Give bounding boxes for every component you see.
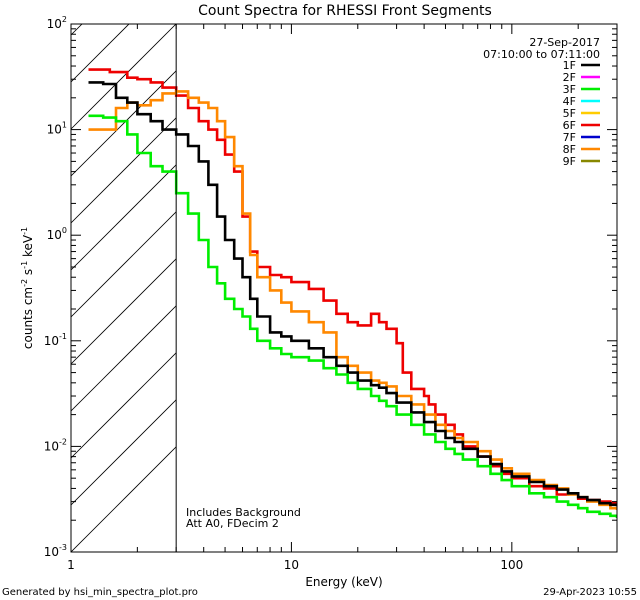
series-8f xyxy=(88,90,617,510)
legend-label: 2F xyxy=(563,71,576,84)
legend-label: 9F xyxy=(563,155,576,168)
series-3f xyxy=(88,114,617,518)
legend-time-range: 07:10:00 to 07:11:00 xyxy=(483,48,600,61)
y-tick-label: 10-2 xyxy=(44,437,67,453)
series-layer xyxy=(88,68,617,518)
legend-label: 4F xyxy=(563,95,576,108)
footer-timestamp: 29-Apr-2023 10:55 xyxy=(543,587,637,598)
hatch-line xyxy=(71,446,177,552)
legend-label: 1F xyxy=(563,59,576,72)
series-1f xyxy=(88,81,617,507)
x-tick-labels: 1 10 100 xyxy=(67,558,523,572)
ylabel-part: counts cm xyxy=(21,287,35,349)
x-axis-label: Energy (keV) xyxy=(305,575,382,589)
legend-label: 7F xyxy=(563,131,576,144)
y-tick-label: 101 xyxy=(47,121,67,137)
legend-label: 5F xyxy=(563,107,576,120)
hatch-line xyxy=(71,211,177,318)
hatch-line xyxy=(71,164,177,271)
y-axis-label: counts cm-2 s-1 keV-1 xyxy=(20,227,35,349)
ylabel-exp: -1 xyxy=(20,261,29,269)
hatch-line xyxy=(71,399,177,506)
ylabel-exp: -2 xyxy=(20,279,29,287)
x-tick-label: 10 xyxy=(284,558,299,572)
axis-ticks xyxy=(70,23,618,553)
hatch-line xyxy=(71,70,177,177)
annotation-attenuator: Att A0, FDecim 2 xyxy=(186,517,279,530)
y-tick-label: 10-1 xyxy=(44,332,67,348)
y-tick-label: 10-3 xyxy=(44,543,67,559)
ylabel-exp: -1 xyxy=(20,227,29,235)
y-tick-label: 102 xyxy=(47,15,67,31)
legend-label: 6F xyxy=(563,119,576,132)
hatch-line xyxy=(71,24,177,130)
annotation-background: Includes Background xyxy=(186,506,301,519)
series-6f xyxy=(88,68,617,505)
hatched-region xyxy=(71,24,177,552)
chart-title: Count Spectra for RHESSI Front Segments xyxy=(198,3,492,19)
ylabel-part: s xyxy=(21,269,35,279)
y-tick-labels: 10-3 10-2 10-1 100 101 102 xyxy=(44,15,67,559)
legend-date: 27-Sep-2017 xyxy=(529,36,600,49)
x-tick-label: 100 xyxy=(500,558,523,572)
x-tick-label: 1 xyxy=(67,558,75,572)
hatch-line xyxy=(71,352,177,459)
hatch-line xyxy=(71,258,177,365)
legend-label: 8F xyxy=(563,143,576,156)
hatch-line xyxy=(71,24,130,83)
hatch-line xyxy=(71,117,177,224)
plot-frame xyxy=(70,23,618,553)
y-tick-label: 100 xyxy=(47,226,67,242)
legend-label: 3F xyxy=(563,83,576,96)
ylabel-part: keV xyxy=(21,234,35,261)
hatch-line xyxy=(71,305,177,412)
footer-generated-by: Generated by hsi_min_spectra_plot.pro xyxy=(2,587,198,598)
